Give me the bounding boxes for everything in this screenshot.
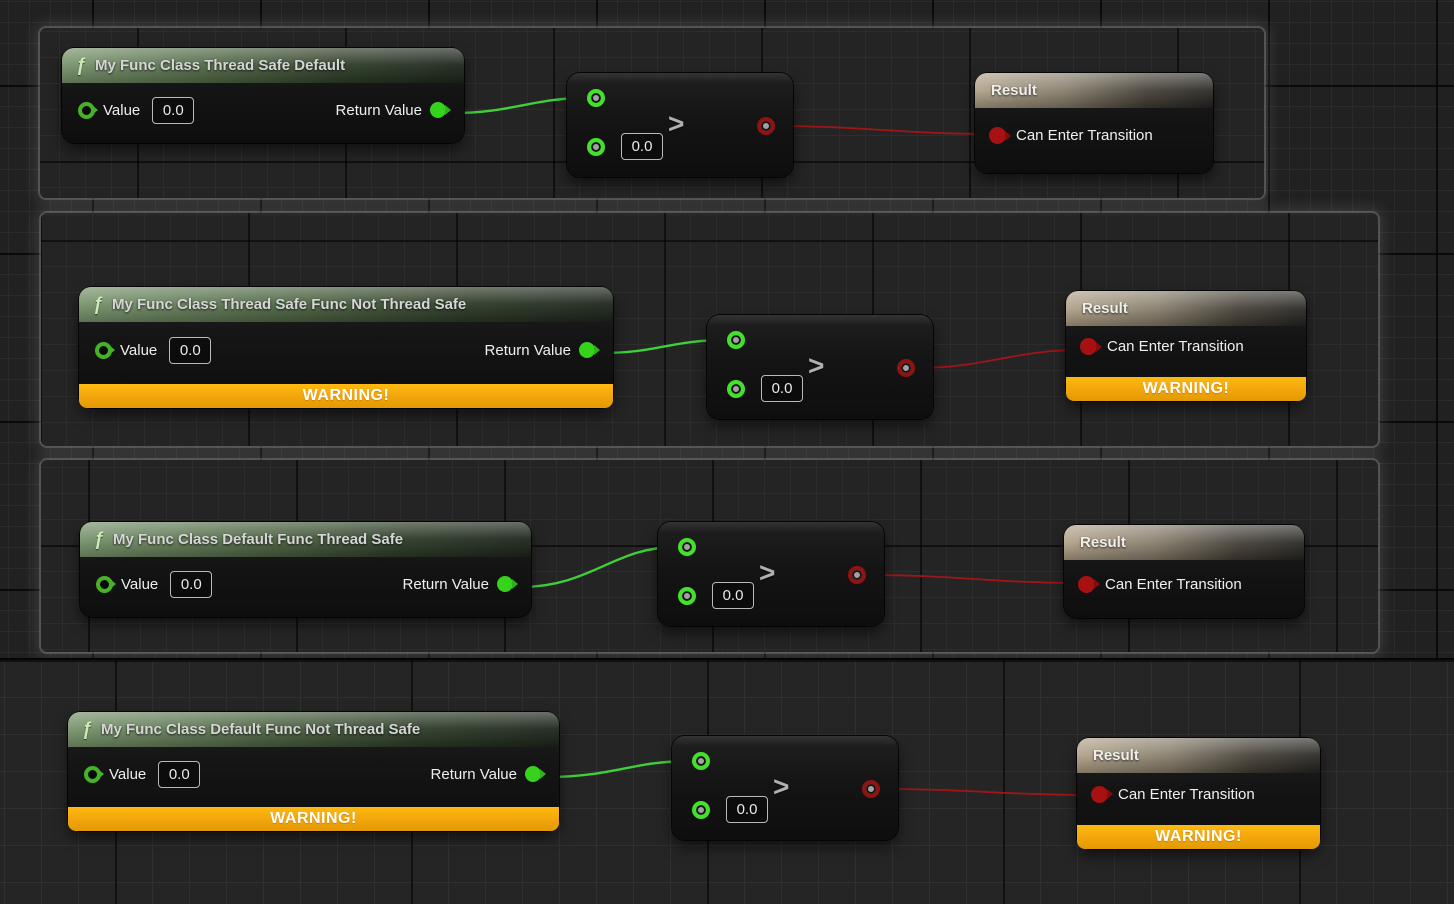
- value-input-field[interactable]: 0.0: [158, 760, 201, 788]
- return-value-output-pin[interactable]: [525, 766, 541, 782]
- comparison-input-a-pin[interactable]: [692, 752, 710, 770]
- comparison-value-field[interactable]: 0.0: [761, 375, 803, 402]
- comparison-input-a-pin[interactable]: [587, 89, 605, 107]
- value-input-pin[interactable]: [95, 341, 112, 359]
- function-node[interactable]: ƒ My Func Class Default Func Thread Safe…: [80, 522, 531, 617]
- function-icon: ƒ: [93, 294, 104, 314]
- value-input-pin[interactable]: [84, 765, 101, 783]
- function-icon: ƒ: [76, 55, 87, 75]
- result-node-header: Result: [1064, 525, 1304, 560]
- function-node-header: ƒ My Func Class Default Func Not Thread …: [68, 712, 559, 747]
- return-value-output-pin[interactable]: [579, 342, 595, 358]
- return-value-label: Return Value: [335, 101, 422, 119]
- greater-than-operator: >: [808, 350, 825, 381]
- greater-than-node[interactable]: 0.0 >: [658, 522, 884, 626]
- can-enter-transition-label: Can Enter Transition: [1118, 785, 1255, 803]
- value-input-pin[interactable]: [78, 101, 95, 119]
- value-pin-label: Value: [120, 341, 158, 359]
- greater-than-operator: >: [759, 557, 776, 588]
- value-input-pin[interactable]: [96, 575, 113, 593]
- comparison-input-b-pin[interactable]: [678, 587, 696, 605]
- function-node-title: My Func Class Thread Safe Default: [95, 57, 346, 74]
- can-enter-transition-pin[interactable]: [989, 127, 1006, 144]
- warning-banner: WARNING!: [1077, 825, 1320, 849]
- can-enter-transition-label: Can Enter Transition: [1107, 338, 1244, 355]
- greater-than-operator: >: [773, 771, 790, 802]
- warning-banner: WARNING!: [1066, 377, 1306, 401]
- value-pin-label: Value: [109, 765, 147, 783]
- result-node-title: Result: [991, 82, 1037, 99]
- function-node-title: My Func Class Default Func Not Thread Sa…: [101, 721, 421, 738]
- value-input-field[interactable]: 0.0: [170, 570, 213, 598]
- value-pin-label: Value: [121, 575, 159, 593]
- greater-than-node[interactable]: 0.0 >: [567, 73, 793, 177]
- return-value-label: Return Value: [484, 341, 571, 359]
- function-node-header: ƒ My Func Class Thread Safe Func Not Thr…: [79, 287, 613, 322]
- result-node[interactable]: Result Can Enter Transition WARNING!: [1077, 738, 1320, 849]
- warning-banner: WARNING!: [68, 807, 559, 831]
- return-value-label: Return Value: [402, 575, 489, 593]
- comparison-input-b-pin[interactable]: [587, 138, 605, 156]
- result-node-header: Result: [1077, 738, 1320, 773]
- function-node[interactable]: ƒ My Func Class Thread Safe Default Valu…: [62, 48, 464, 143]
- function-icon: ƒ: [94, 529, 105, 549]
- can-enter-transition-pin[interactable]: [1091, 785, 1108, 803]
- result-node-title: Result: [1080, 534, 1126, 551]
- result-node-title: Result: [1082, 300, 1128, 317]
- comparison-output-pin[interactable]: [757, 117, 775, 135]
- comparison-value-field[interactable]: 0.0: [621, 133, 663, 160]
- function-icon: ƒ: [82, 719, 93, 739]
- return-value-output-pin[interactable]: [497, 576, 513, 592]
- result-node[interactable]: Result Can Enter Transition: [975, 73, 1213, 173]
- return-value-label: Return Value: [430, 765, 517, 783]
- can-enter-transition-label: Can Enter Transition: [1016, 127, 1153, 144]
- result-node-header: Result: [975, 73, 1213, 108]
- value-pin-label: Value: [103, 101, 141, 119]
- warning-banner: WARNING!: [79, 384, 613, 408]
- comparison-value-field[interactable]: 0.0: [712, 582, 754, 609]
- can-enter-transition-pin[interactable]: [1078, 575, 1095, 593]
- function-node-header: ƒ My Func Class Default Func Thread Safe: [80, 522, 531, 557]
- result-node-header: Result: [1066, 291, 1306, 326]
- can-enter-transition-label: Can Enter Transition: [1105, 575, 1242, 593]
- comparison-value-field[interactable]: 0.0: [726, 796, 768, 823]
- result-node-title: Result: [1093, 747, 1139, 764]
- greater-than-node[interactable]: 0.0 >: [672, 736, 898, 840]
- comparison-input-a-pin[interactable]: [678, 538, 696, 556]
- function-node-title: My Func Class Thread Safe Func Not Threa…: [112, 296, 467, 313]
- greater-than-node[interactable]: 0.0 >: [707, 315, 933, 419]
- comparison-input-b-pin[interactable]: [727, 380, 745, 398]
- comparison-input-b-pin[interactable]: [692, 801, 710, 819]
- function-node-title: My Func Class Default Func Thread Safe: [113, 531, 404, 548]
- function-node[interactable]: ƒ My Func Class Default Func Not Thread …: [68, 712, 559, 831]
- comparison-output-pin[interactable]: [848, 566, 866, 584]
- comparison-output-pin[interactable]: [862, 780, 880, 798]
- function-node[interactable]: ƒ My Func Class Thread Safe Func Not Thr…: [79, 287, 613, 408]
- value-input-field[interactable]: 0.0: [152, 96, 195, 124]
- result-node[interactable]: Result Can Enter Transition WARNING!: [1066, 291, 1306, 401]
- greater-than-operator: >: [668, 108, 685, 139]
- comparison-output-pin[interactable]: [897, 359, 915, 377]
- result-node[interactable]: Result Can Enter Transition: [1064, 525, 1304, 618]
- can-enter-transition-pin[interactable]: [1080, 338, 1097, 355]
- value-input-field[interactable]: 0.0: [169, 336, 212, 364]
- return-value-output-pin[interactable]: [430, 102, 446, 118]
- function-node-header: ƒ My Func Class Thread Safe Default: [62, 48, 464, 83]
- comparison-input-a-pin[interactable]: [727, 331, 745, 349]
